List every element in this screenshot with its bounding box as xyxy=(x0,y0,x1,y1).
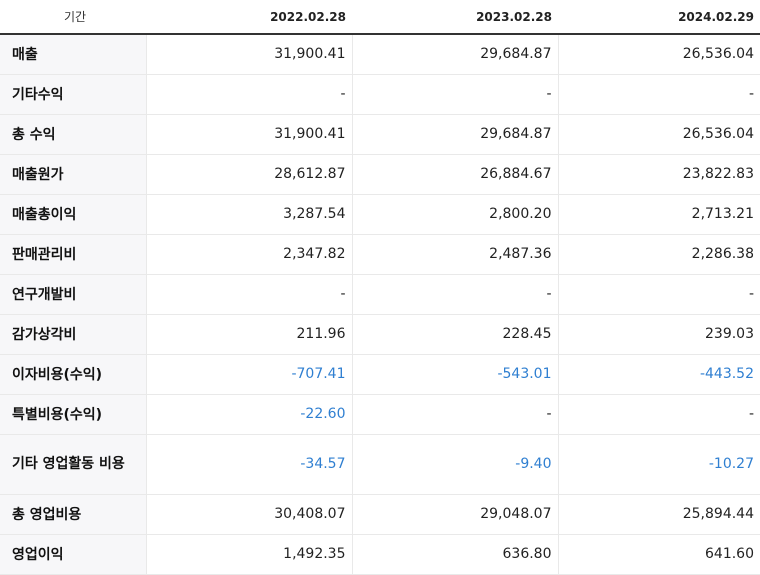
value-cell: 1,492.35 xyxy=(146,534,353,575)
table-row: 매출총이익 3,287.54 2,800.20 2,713.21 xyxy=(0,194,760,235)
value-cell: - xyxy=(352,74,559,115)
value-cell: - xyxy=(352,274,559,315)
row-label: 이자비용(수익) xyxy=(0,354,147,395)
value-cell: 2,347.82 xyxy=(146,233,353,275)
value-cell-negative: -34.57 xyxy=(146,433,353,495)
value-cell: - xyxy=(558,74,760,115)
period-header-label: 기간 xyxy=(0,0,146,35)
value-cell: 23,822.83 xyxy=(558,154,760,195)
value-cell: 26,536.04 xyxy=(558,34,760,75)
period-header: 2024.02.29 xyxy=(558,0,760,35)
row-label: 매출 xyxy=(0,34,147,75)
value-cell-negative: -707.41 xyxy=(146,354,353,395)
value-cell-negative: -443.52 xyxy=(558,354,760,395)
header-row: 기간 2022.02.28 2023.02.28 2024.02.29 xyxy=(0,0,760,35)
value-cell: 30,408.07 xyxy=(146,494,353,535)
row-label: 영업이익 xyxy=(0,534,147,575)
table-row: 기타수익 - - - xyxy=(0,74,760,115)
value-cell: - xyxy=(352,394,559,435)
value-cell: 29,684.87 xyxy=(352,114,559,155)
value-cell: - xyxy=(558,394,760,435)
table-row: 총 영업비용 30,408.07 29,048.07 25,894.44 xyxy=(0,494,760,535)
period-header: 2022.02.28 xyxy=(146,0,352,35)
value-cell: 228.45 xyxy=(352,314,559,355)
value-cell: 29,684.87 xyxy=(352,34,559,75)
value-cell: 29,048.07 xyxy=(352,494,559,535)
table-row: 기타 영업활동 비용 -34.57 -9.40 -10.27 xyxy=(0,433,760,495)
value-cell: 239.03 xyxy=(558,314,760,355)
period-header: 2023.02.28 xyxy=(352,0,558,35)
table-row: 감가상각비 211.96 228.45 239.03 xyxy=(0,314,760,355)
row-label: 연구개발비 xyxy=(0,274,147,315)
value-cell-negative: -22.60 xyxy=(146,394,353,435)
value-cell: 28,612.87 xyxy=(146,154,353,195)
value-cell: 2,800.20 xyxy=(352,194,559,235)
row-label: 기타수익 xyxy=(0,74,147,115)
value-cell: 25,894.44 xyxy=(558,494,760,535)
value-cell: 211.96 xyxy=(146,314,353,355)
row-label: 기타 영업활동 비용 xyxy=(0,433,147,495)
value-cell-negative: -543.01 xyxy=(352,354,559,395)
value-cell: 2,286.38 xyxy=(558,233,760,275)
value-cell-negative: -9.40 xyxy=(352,433,559,495)
table-row: 연구개발비 - - - xyxy=(0,274,760,315)
value-cell: 26,536.04 xyxy=(558,114,760,155)
row-label: 매출총이익 xyxy=(0,194,147,235)
row-label: 총 수익 xyxy=(0,114,147,155)
value-cell: 2,487.36 xyxy=(352,233,559,275)
value-cell: 31,900.41 xyxy=(146,114,353,155)
value-cell-negative: -10.27 xyxy=(558,433,760,495)
table-row: 매출원가 28,612.87 26,884.67 23,822.83 xyxy=(0,154,760,195)
table-row: 이자비용(수익) -707.41 -543.01 -443.52 xyxy=(0,354,760,395)
table-row: 특별비용(수익) -22.60 - - xyxy=(0,394,760,435)
table-row: 매출 31,900.41 29,684.87 26,536.04 xyxy=(0,34,760,75)
value-cell: 641.60 xyxy=(558,534,760,575)
value-cell: 26,884.67 xyxy=(352,154,559,195)
value-cell: 636.80 xyxy=(352,534,559,575)
value-cell: 31,900.41 xyxy=(146,34,353,75)
row-label: 특별비용(수익) xyxy=(0,394,147,435)
row-label: 총 영업비용 xyxy=(0,494,147,535)
table-row: 총 수익 31,900.41 29,684.87 26,536.04 xyxy=(0,114,760,155)
value-cell: - xyxy=(146,74,353,115)
row-label: 감가상각비 xyxy=(0,314,147,355)
row-label: 매출원가 xyxy=(0,154,147,195)
value-cell: - xyxy=(558,274,760,315)
row-label: 판매관리비 xyxy=(0,233,147,275)
value-cell: 2,713.21 xyxy=(558,194,760,235)
table-row: 영업이익 1,492.35 636.80 641.60 xyxy=(0,534,760,575)
table-row: 판매관리비 2,347.82 2,487.36 2,286.38 xyxy=(0,233,760,275)
value-cell: 3,287.54 xyxy=(146,194,353,235)
value-cell: - xyxy=(146,274,353,315)
